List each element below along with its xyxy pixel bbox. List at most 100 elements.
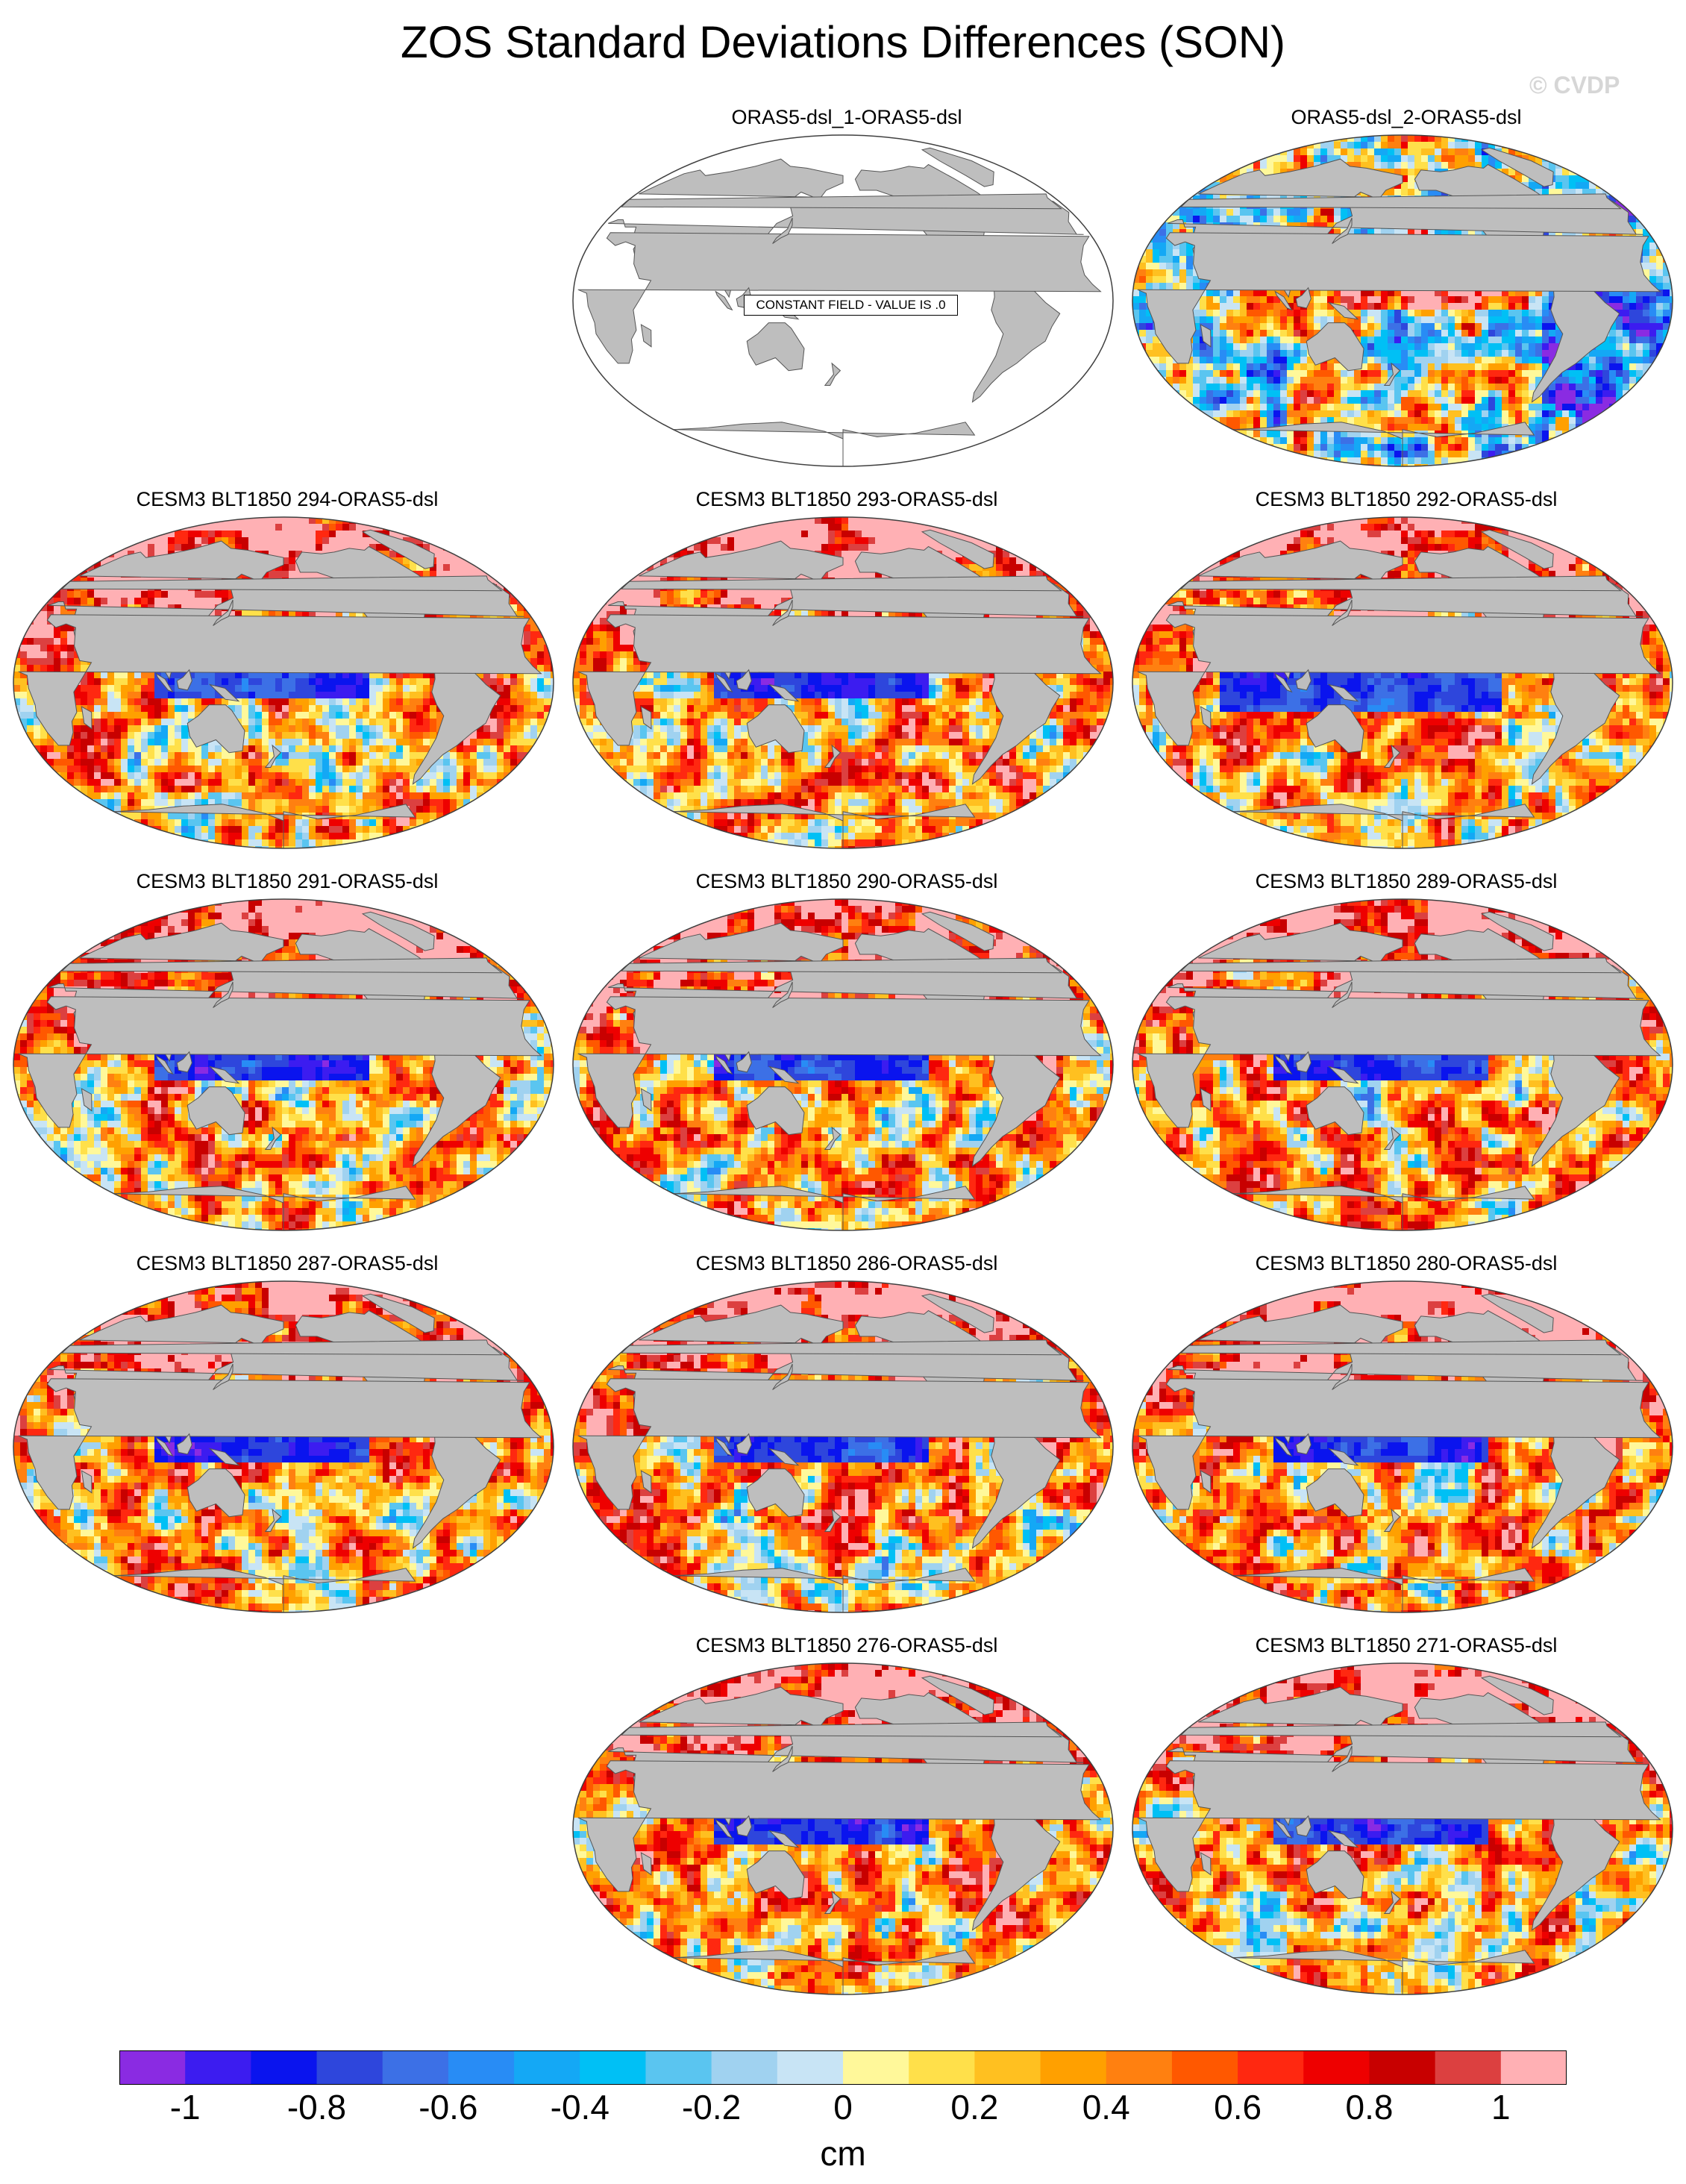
landmass-south-america: [1531, 1042, 1620, 1167]
landmass-greenland: [921, 529, 994, 569]
map-panel: CESM3 BLT1850 276-ORAS5-dsl: [571, 1633, 1123, 2012]
landmass-australia: [1306, 1468, 1364, 1518]
landmass-madagascar: [640, 324, 652, 348]
colorbar-swatch: [1500, 2050, 1567, 2085]
colorbar-swatch: [514, 2050, 580, 2085]
landmass-antarctica: [673, 422, 976, 466]
landmass-australia: [746, 1468, 805, 1518]
landmass-new-zealand: [824, 744, 842, 768]
map-outline: [572, 1662, 1114, 1995]
landmass-uk: [621, 957, 1063, 974]
landmass-africa: [1137, 996, 1661, 1128]
landmass-borneo: [736, 669, 752, 691]
landmass-sumatra: [155, 1054, 174, 1075]
landmass-borneo: [1295, 1051, 1311, 1073]
colorbar-tick-label: 0.6: [1185, 2086, 1290, 2128]
global-map: [13, 516, 554, 849]
landmass-borneo: [1295, 669, 1311, 691]
landmass-africa: [1137, 232, 1661, 364]
panel-title: CESM3 BLT1850 293-ORAS5-dsl: [571, 486, 1123, 512]
colorbar-swatch: [1040, 2050, 1107, 2085]
landmass-antarctica: [673, 804, 976, 848]
landmass-new-guinea: [1327, 1448, 1359, 1466]
landmass-madagascar: [640, 706, 652, 730]
landmass-uk: [61, 957, 504, 974]
landmass-new-zealand: [824, 1126, 842, 1150]
colorbar-tick-label: -0.8: [265, 2086, 369, 2128]
landmass-africa: [1137, 1378, 1661, 1510]
landmass-sumatra: [715, 1818, 733, 1839]
map-panel: CESM3 BLT1850 287-ORAS5-dsl: [11, 1251, 563, 1630]
panel-title: CESM3 BLT1850 294-ORAS5-dsl: [11, 486, 563, 512]
landmass-australia: [187, 1086, 245, 1136]
landmass-south-america: [971, 1424, 1061, 1549]
landmass-sumatra: [1274, 672, 1293, 693]
landmass-greenland: [1480, 911, 1554, 951]
panel-title: ORAS5-dsl_2-ORAS5-dsl: [1130, 104, 1682, 130]
landmass-new-guinea: [208, 1066, 240, 1084]
landmass-new-guinea: [208, 1448, 240, 1466]
global-map: [13, 1280, 554, 1613]
landmass-australia: [1306, 1850, 1364, 1900]
landmass-borneo: [1295, 287, 1311, 309]
landmass-antarctica: [113, 804, 416, 848]
landmass-uk: [61, 1339, 504, 1356]
landmass-australia: [187, 704, 245, 754]
colorbar-swatch: [382, 2050, 449, 2085]
landmass-new-guinea: [1327, 683, 1359, 702]
landmass-new-zealand: [824, 1508, 842, 1532]
landmass-antarctica: [673, 1186, 976, 1230]
colorbar-tick-label: -0.4: [527, 2086, 632, 2128]
landmass-new-zealand: [824, 1890, 842, 1914]
colorbar-unit-label: cm: [0, 2133, 1686, 2174]
map-outline: [572, 134, 1114, 467]
colorbar-swatch: [645, 2050, 712, 2085]
landmass-antarctica: [1232, 1186, 1535, 1230]
map-panel: CESM3 BLT1850 291-ORAS5-dsl: [11, 869, 563, 1248]
panel-title: CESM3 BLT1850 276-ORAS5-dsl: [571, 1633, 1123, 1658]
landmass-greenland: [921, 911, 994, 951]
landmass-australia: [746, 1850, 805, 1900]
landmass-new-zealand: [1383, 1890, 1401, 1914]
global-map: [572, 1280, 1114, 1613]
map-outline: [572, 1280, 1114, 1613]
landmass-antarctica: [1232, 1568, 1535, 1612]
panel-title: CESM3 BLT1850 280-ORAS5-dsl: [1130, 1251, 1682, 1276]
panel-title: CESM3 BLT1850 287-ORAS5-dsl: [11, 1251, 563, 1276]
colorbar-swatch: [777, 2050, 844, 2085]
landmass-south-america: [1531, 1806, 1620, 1931]
landmass-sumatra: [715, 1054, 733, 1075]
landmass-sumatra: [715, 1436, 733, 1457]
colorbar-swatch: [1106, 2050, 1173, 2085]
map-panel: CESM3 BLT1850 293-ORAS5-dsl: [571, 486, 1123, 866]
landmass-madagascar: [81, 1088, 93, 1112]
landmass-uk: [61, 575, 504, 592]
panel-title: CESM3 BLT1850 291-ORAS5-dsl: [11, 869, 563, 894]
landmass-africa: [577, 1760, 1102, 1892]
colorbar-swatch: [843, 2050, 909, 2085]
landmass-borneo: [736, 1815, 752, 1837]
colorbar-swatch: [448, 2050, 515, 2085]
landmass-australia: [746, 1086, 805, 1136]
landmass-greenland: [1480, 1293, 1554, 1333]
landmass-borneo: [736, 1051, 752, 1073]
landmass-japan: [772, 1363, 793, 1390]
panel-title: CESM3 BLT1850 271-ORAS5-dsl: [1130, 1633, 1682, 1658]
landmass-new-zealand: [1383, 1126, 1401, 1150]
landmass-antarctica: [673, 1568, 976, 1612]
colorbar-swatch: [251, 2050, 318, 2085]
landmass-uk: [621, 1339, 1063, 1356]
global-map: [1132, 1662, 1673, 1995]
landmass-madagascar: [1200, 706, 1212, 730]
map-panel: CESM3 BLT1850 290-ORAS5-dsl: [571, 869, 1123, 1248]
landmass-greenland: [921, 1293, 994, 1333]
landmass-australia: [746, 704, 805, 754]
landmass-new-zealand: [1383, 362, 1401, 386]
landmass-new-guinea: [768, 1066, 800, 1084]
panel-title: CESM3 BLT1850 292-ORAS5-dsl: [1130, 486, 1682, 512]
landmass-uk: [621, 575, 1063, 592]
colorbar-frame: [119, 2050, 1567, 2085]
landmass-madagascar: [1200, 324, 1212, 348]
global-map: [1132, 898, 1673, 1231]
landmass-uk: [1180, 193, 1623, 210]
